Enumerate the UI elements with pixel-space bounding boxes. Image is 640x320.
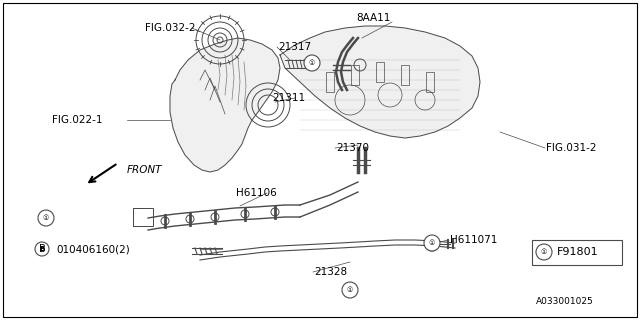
Text: ①: ① bbox=[429, 240, 435, 246]
Text: 21317: 21317 bbox=[278, 42, 311, 52]
Text: A033001025: A033001025 bbox=[536, 298, 594, 307]
Bar bbox=[401, 65, 409, 85]
Text: H611071: H611071 bbox=[450, 235, 497, 245]
Text: 21328: 21328 bbox=[314, 267, 347, 277]
Polygon shape bbox=[170, 38, 280, 172]
Bar bbox=[133, 208, 153, 226]
Text: FIG.022-1: FIG.022-1 bbox=[52, 115, 102, 125]
Bar bbox=[532, 240, 622, 265]
Bar bbox=[351, 65, 359, 85]
Polygon shape bbox=[280, 26, 480, 138]
Circle shape bbox=[38, 210, 54, 226]
Circle shape bbox=[304, 55, 320, 71]
Text: F91801: F91801 bbox=[557, 247, 598, 257]
Text: ①: ① bbox=[541, 249, 547, 255]
Text: 8AA11: 8AA11 bbox=[356, 13, 390, 23]
Circle shape bbox=[536, 244, 552, 260]
Circle shape bbox=[342, 282, 358, 298]
Circle shape bbox=[35, 242, 49, 256]
Text: FRONT: FRONT bbox=[127, 165, 163, 175]
Bar bbox=[376, 62, 384, 82]
Text: B: B bbox=[38, 244, 45, 254]
Text: ①: ① bbox=[309, 60, 315, 66]
Text: 21311: 21311 bbox=[272, 93, 305, 103]
Text: FIG.031-2: FIG.031-2 bbox=[546, 143, 596, 153]
Text: FIG.032-2: FIG.032-2 bbox=[145, 23, 195, 33]
Text: ①: ① bbox=[347, 287, 353, 293]
Text: H61106: H61106 bbox=[236, 188, 276, 198]
Bar bbox=[326, 72, 334, 92]
Text: 010406160(2): 010406160(2) bbox=[56, 244, 130, 254]
Text: ①: ① bbox=[43, 215, 49, 221]
Text: 21370: 21370 bbox=[336, 143, 369, 153]
Circle shape bbox=[424, 235, 440, 251]
Bar bbox=[426, 72, 434, 92]
Text: B: B bbox=[40, 246, 45, 252]
